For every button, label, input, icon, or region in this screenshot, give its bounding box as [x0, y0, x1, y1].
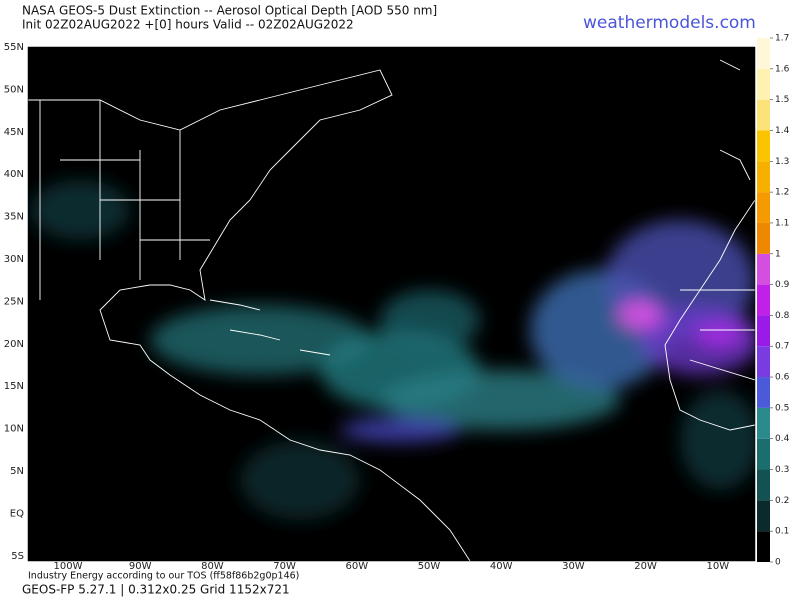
colorbar-segment — [757, 99, 770, 131]
map-frame — [27, 46, 756, 562]
longitude-label: 80W — [201, 561, 224, 572]
colorbar-segment — [757, 531, 770, 562]
colorbar-tick-label: 1 — [775, 249, 781, 259]
longitude-label: 90W — [129, 561, 152, 572]
colorbar-tick-label: 0.7 — [775, 342, 789, 352]
title: NASA GEOS-5 Dust Extinction -- Aerosol O… — [22, 4, 437, 18]
colorbar-segment — [757, 500, 770, 532]
colorbar-segment — [757, 38, 770, 69]
colorbar-tick-label: 1.3 — [775, 157, 789, 167]
colorbar-tick-label: 0.6 — [775, 373, 790, 383]
colorbar-tick-label: 1.7 — [775, 34, 789, 44]
latitude-label: 35N — [4, 212, 24, 223]
coastlines — [28, 59, 755, 561]
colorbar-tick-label: 0.2 — [775, 496, 789, 506]
latitude-label: 20N — [4, 339, 24, 350]
latitude-label: EQ — [10, 508, 24, 519]
colorbar-segment — [757, 161, 770, 193]
longitude-label: 50W — [418, 561, 441, 572]
notice: Industry Energy according to our TOS (ff… — [28, 571, 299, 582]
latitude-label: 45N — [4, 127, 24, 138]
latitude-label: 30N — [4, 254, 24, 265]
colorbar-segment — [757, 192, 770, 223]
longitude-label: 70W — [273, 561, 296, 572]
colorbar-segment — [757, 377, 770, 408]
latitude-label: 5N — [10, 466, 24, 477]
colorbar-segment — [757, 315, 770, 347]
colorbar-segment — [757, 68, 770, 100]
colorbar-tick-label: 1.2 — [775, 188, 789, 198]
colorbar-segment — [757, 253, 770, 285]
longitude-label: 60W — [345, 561, 368, 572]
longitude-label: 40W — [490, 561, 513, 572]
latitude-label: 25N — [4, 296, 24, 307]
colorbar-segment — [757, 407, 770, 439]
longitude-label: 20W — [634, 561, 657, 572]
colorbar-tick-label: 1.4 — [775, 126, 790, 136]
colorbar-segment — [757, 222, 770, 254]
colorbar-segment — [757, 469, 770, 501]
colorbar-tick-label: 0.8 — [775, 311, 790, 321]
longitude-label: 100W — [54, 561, 83, 572]
brand: weathermodels.com — [583, 13, 756, 33]
dust-plume — [30, 180, 755, 520]
colorbar-tick-label: 0.4 — [775, 434, 790, 444]
subtitle: Init 02Z02AUG2022 +[0] hours Valid -- 02… — [22, 18, 354, 32]
latitude-label: 55N — [4, 42, 24, 53]
map — [28, 47, 755, 561]
longitude-label: 30W — [562, 561, 585, 572]
colorbar-tick-label: 0.1 — [775, 527, 789, 537]
colorbar-tick-label: 0.5 — [775, 403, 789, 413]
grid-info: GEOS-FP 5.27.1 | 0.312x0.25 Grid 1152x72… — [22, 583, 290, 597]
colorbar-segment — [757, 284, 770, 316]
colorbar-segment — [757, 438, 770, 470]
latitude-label: 50N — [4, 84, 24, 95]
colorbar-tick-label: 1.6 — [775, 64, 790, 74]
colorbar-tick-label: 0.3 — [775, 465, 789, 475]
latitude-label: 15N — [4, 381, 24, 392]
colorbar-tick-label: 0 — [775, 558, 781, 568]
colorbar-tick-label: 1.1 — [775, 218, 789, 228]
colorbar-segment — [757, 346, 770, 378]
colorbar-tick-label: 0.9 — [775, 280, 790, 290]
latitude-label: 40N — [4, 169, 24, 180]
colorbar-tick-label: 1.5 — [775, 95, 789, 105]
latitude-label: 10N — [4, 424, 24, 435]
longitude-label: 10W — [706, 561, 729, 572]
colorbar-segment — [757, 130, 770, 162]
latitude-label: 5S — [11, 551, 24, 562]
